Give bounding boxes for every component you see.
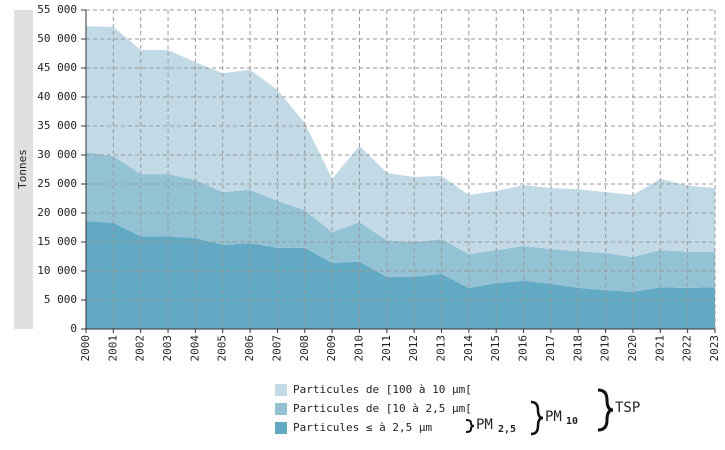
pm25-label: PM [476, 417, 493, 433]
pm10-sub: 10 [566, 416, 578, 427]
y-tick-label: 55 000 [37, 3, 77, 16]
x-tick-label: 2010 [352, 335, 365, 362]
y-tick-label: 50 000 [37, 32, 77, 45]
area [86, 152, 715, 292]
y-tick-label: 10 000 [37, 264, 77, 277]
x-tick-label: 2005 [216, 335, 229, 362]
pm25-sub: 2,5 [498, 424, 516, 435]
x-tick-label: 2007 [270, 335, 283, 362]
x-tick-label: 2021 [653, 335, 666, 362]
x-tick-label: 2022 [681, 335, 694, 362]
legend-label: Particules ≤ à 2,5 µm [293, 421, 432, 434]
x-tick-label: 2023 [708, 335, 721, 362]
x-tick-label: 2012 [407, 335, 420, 362]
y-tick-label: 35 000 [37, 119, 77, 132]
y-tick-label: 5 000 [44, 293, 77, 306]
y-tick-label: 0 [70, 322, 77, 335]
x-tick-label: 2009 [325, 335, 338, 362]
x-tick-label: 2006 [243, 335, 256, 362]
y-tick-label: 20 000 [37, 206, 77, 219]
y-tick-label: 25 000 [37, 177, 77, 190]
y-tick-label: 15 000 [37, 235, 77, 248]
y-tick-label: 40 000 [37, 90, 77, 103]
x-tick-label: 2015 [489, 335, 502, 362]
x-tick-label: 2000 [79, 335, 92, 362]
area [86, 221, 715, 329]
pm10-label: PM [545, 409, 562, 425]
x-tick-label: 2020 [626, 335, 639, 362]
x-tick-label: 2019 [599, 335, 612, 362]
x-tick-label: 2016 [517, 335, 530, 362]
y-tick-label: 45 000 [37, 61, 77, 74]
brace-pm10 [530, 400, 544, 436]
y-axis-label: Tonnes [16, 149, 29, 189]
y-label-band [14, 10, 33, 329]
legend-swatch [275, 403, 287, 415]
legend-label: Particules de [100 à 10 µm[ [293, 383, 472, 396]
x-tick-label: 2013 [435, 335, 448, 362]
x-tick-label: 2002 [134, 335, 147, 362]
x-tick-label: 2018 [571, 335, 584, 362]
x-tick-label: 2017 [544, 335, 557, 362]
tsp-label: TSP [615, 400, 640, 416]
brace-pm25 [465, 419, 475, 433]
x-tick-label: 2008 [298, 335, 311, 362]
x-tick-label: 2014 [462, 335, 475, 362]
x-tick-label: 2004 [188, 335, 201, 362]
x-tick-label: 2001 [106, 335, 119, 362]
area [86, 26, 715, 258]
x-tick-label: 2011 [380, 335, 393, 362]
legend-label: Particules de [10 à 2,5 µm[ [293, 402, 472, 415]
x-tick-label: 2003 [161, 335, 174, 362]
legend-swatch [275, 422, 287, 434]
legend-swatch [275, 384, 287, 396]
brace-tsp [597, 388, 614, 432]
y-tick-label: 30 000 [37, 148, 77, 161]
